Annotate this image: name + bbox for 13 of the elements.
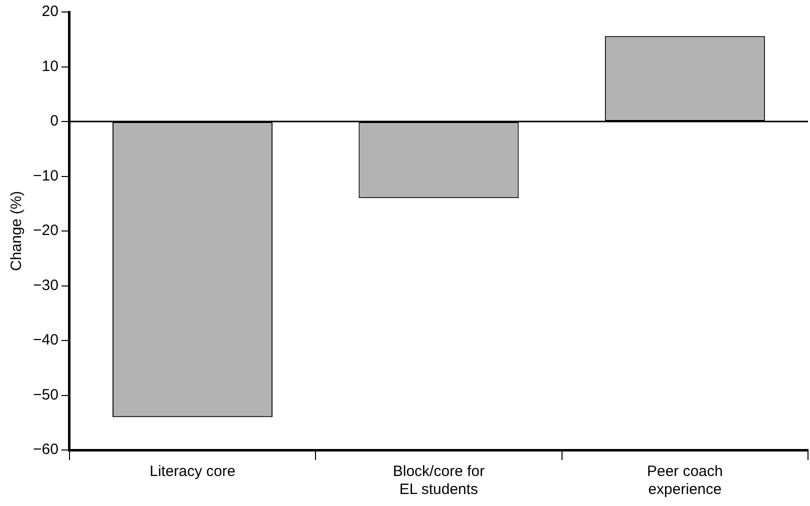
y-tick-label: 0 xyxy=(50,112,58,130)
y-tick-label: 20 xyxy=(42,3,58,20)
x-tick-label: Literacy core xyxy=(150,463,236,480)
y-axis-title: Change (%) xyxy=(8,190,26,272)
y-tick-label: 10 xyxy=(42,58,58,75)
y-tick-label: −10 xyxy=(32,167,58,184)
y-tick-label: −20 xyxy=(32,222,58,240)
y-tick-label: −60 xyxy=(32,441,58,458)
y-tick-label: −30 xyxy=(32,276,58,294)
y-tick-label: −50 xyxy=(32,386,58,404)
x-tick-label: Peer coach experience xyxy=(646,463,723,498)
x-tick-label: Block/core for EL students xyxy=(392,463,485,498)
y-tick-label: −40 xyxy=(32,332,58,349)
